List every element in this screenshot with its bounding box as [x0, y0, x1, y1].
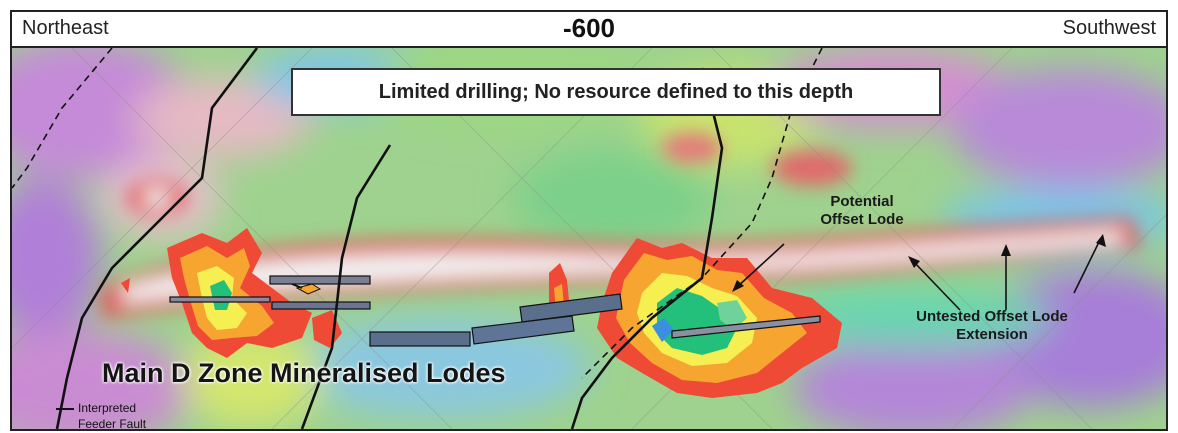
northeast-label: Northeast	[22, 17, 109, 39]
untested-arrow	[1073, 239, 1101, 294]
inferred-faults	[12, 48, 823, 379]
untested-arrow	[911, 259, 961, 311]
drill-trace	[169, 296, 271, 303]
drill-traces	[169, 275, 821, 347]
drill-trace	[271, 301, 371, 310]
fault-line	[55, 48, 259, 429]
fault-line	[300, 144, 392, 429]
legend-line-symbol	[56, 408, 74, 410]
label-line: Offset Lode	[820, 211, 904, 228]
section-header: Northeast -600 Southwest	[12, 12, 1166, 48]
main-zone-label: Main D Zone Mineralised Lodes	[102, 358, 506, 388]
southwest-label: Southwest	[1062, 17, 1156, 39]
section-figure: Northeast -600 Southwest	[10, 10, 1168, 431]
limited-drilling-callout: Limited drilling; No resource defined to…	[291, 68, 941, 116]
west-anomaly	[167, 228, 570, 358]
annotation-arrows	[735, 239, 1101, 311]
potential-offset-lode-label: Potential Offset Lode	[812, 193, 912, 229]
label-line: Potential	[830, 193, 894, 210]
label-line: Extension	[956, 326, 1028, 343]
drill-trace	[369, 331, 471, 347]
depth-label: -600	[562, 13, 616, 43]
arrow-heads	[732, 234, 1106, 292]
fault-lines	[55, 48, 724, 429]
untested-offset-lode-label: Untested Offset Lode Extension	[902, 308, 1082, 344]
legend-text: Interpreted Feeder Fault	[78, 400, 178, 431]
fault-line	[570, 67, 724, 429]
drill-trace	[671, 315, 821, 339]
east-anomaly	[121, 238, 842, 398]
potential-lode-arrow	[735, 243, 785, 289]
drill-trace	[519, 293, 623, 323]
legend-line-2: Feeder Fault	[78, 417, 147, 431]
inferred-fault-line	[581, 48, 823, 379]
legend-line-1: Interpreted	[78, 401, 137, 415]
label-line: Untested Offset Lode	[916, 308, 1068, 325]
target-marker	[291, 283, 322, 295]
inferred-fault-line	[12, 48, 113, 189]
drill-trace	[269, 275, 371, 285]
